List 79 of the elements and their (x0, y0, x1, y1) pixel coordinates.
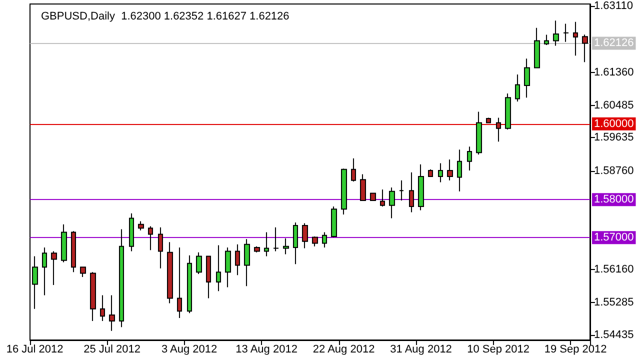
ref-line-label: 1.57000 (594, 232, 634, 244)
candlestick (544, 34, 549, 46)
candlestick (177, 246, 182, 319)
x-tick-label: 19 Sep 2012 (544, 344, 607, 356)
candlestick (312, 236, 318, 247)
candlestick (109, 294, 115, 332)
candlestick (302, 222, 308, 249)
candlestick (51, 250, 57, 286)
candlestick (167, 242, 173, 304)
x-tick-label: 22 Aug 2012 (312, 344, 375, 356)
candlestick (515, 74, 520, 102)
candlestick (61, 224, 67, 263)
candlestick (351, 158, 356, 182)
candlestick (283, 238, 289, 255)
y-tick-label: 1.55285 (594, 296, 634, 309)
candlestick (244, 238, 250, 287)
candlestick (496, 117, 501, 142)
y-tick-label: 1.59635 (594, 132, 634, 144)
candlestick (293, 222, 298, 265)
x-tick-label: 3 Aug 2012 (161, 344, 218, 356)
y-tick-label: 1.56160 (594, 263, 634, 276)
candlestick (505, 93, 511, 130)
y-tick-label: 1.58760 (594, 164, 634, 177)
candlestick (273, 226, 279, 252)
ref-line-label: 1.58000 (594, 194, 634, 206)
candlestick (129, 212, 134, 252)
candlestick (206, 256, 211, 299)
candlestick (389, 187, 395, 219)
candlestick (399, 180, 404, 201)
candlestick (341, 168, 347, 215)
x-tick-label: 13 Aug 2012 (236, 344, 298, 356)
candlestick (563, 23, 569, 42)
candlestick (447, 158, 453, 181)
candlestick (582, 34, 588, 63)
candlestick (100, 294, 105, 322)
candlestick (187, 254, 192, 314)
candlestick (225, 246, 231, 288)
candlestick (148, 226, 153, 251)
x-tick-label: 10 Sep 2012 (467, 344, 530, 356)
candlestick (119, 228, 124, 328)
candlestick (32, 256, 38, 310)
candlestick (254, 246, 260, 253)
y-tick-label: 1.63110 (594, 0, 633, 12)
candlestick (370, 192, 376, 201)
candlestick (158, 226, 163, 269)
candlestick (42, 246, 47, 296)
x-tick-label: 25 Jul 2012 (84, 344, 141, 356)
candlestick (80, 266, 86, 278)
candlestick (534, 27, 540, 68)
candlestick (90, 272, 96, 322)
text: GBPUSD,Daily 1.62300 1.62352 1.61627 1.62126 (41, 10, 290, 22)
x-tick-label: 31 Aug 2012 (390, 344, 452, 356)
candlestick (138, 220, 144, 231)
candlestick (196, 252, 202, 275)
candlestick (216, 244, 221, 292)
candlestick (553, 20, 559, 46)
candlestick (264, 232, 269, 257)
candlestick (467, 146, 472, 171)
ref-line-label: 1.60000 (594, 118, 634, 130)
candlestick (486, 117, 491, 124)
candlestick (524, 58, 530, 98)
candlestick (409, 172, 414, 213)
candlestick (380, 188, 385, 208)
candlestick (71, 230, 76, 273)
y-tick-label: 1.54435 (594, 328, 634, 341)
y-tick-label: 1.60485 (594, 99, 634, 112)
candlestick (331, 206, 337, 238)
ref-line-label: 1.62126 (594, 37, 634, 50)
candlestick (573, 21, 578, 56)
candlestick (438, 162, 443, 183)
x-tick-label: 16 Jul 2012 (6, 344, 64, 356)
candlestick (360, 174, 366, 201)
candlestick (428, 168, 433, 178)
y-tick-label: 1.61360 (594, 66, 634, 78)
candlestick (476, 111, 482, 156)
candlestick (457, 149, 462, 192)
candlestick (322, 232, 327, 248)
candlestick (235, 244, 240, 276)
candlestick (418, 164, 424, 211)
